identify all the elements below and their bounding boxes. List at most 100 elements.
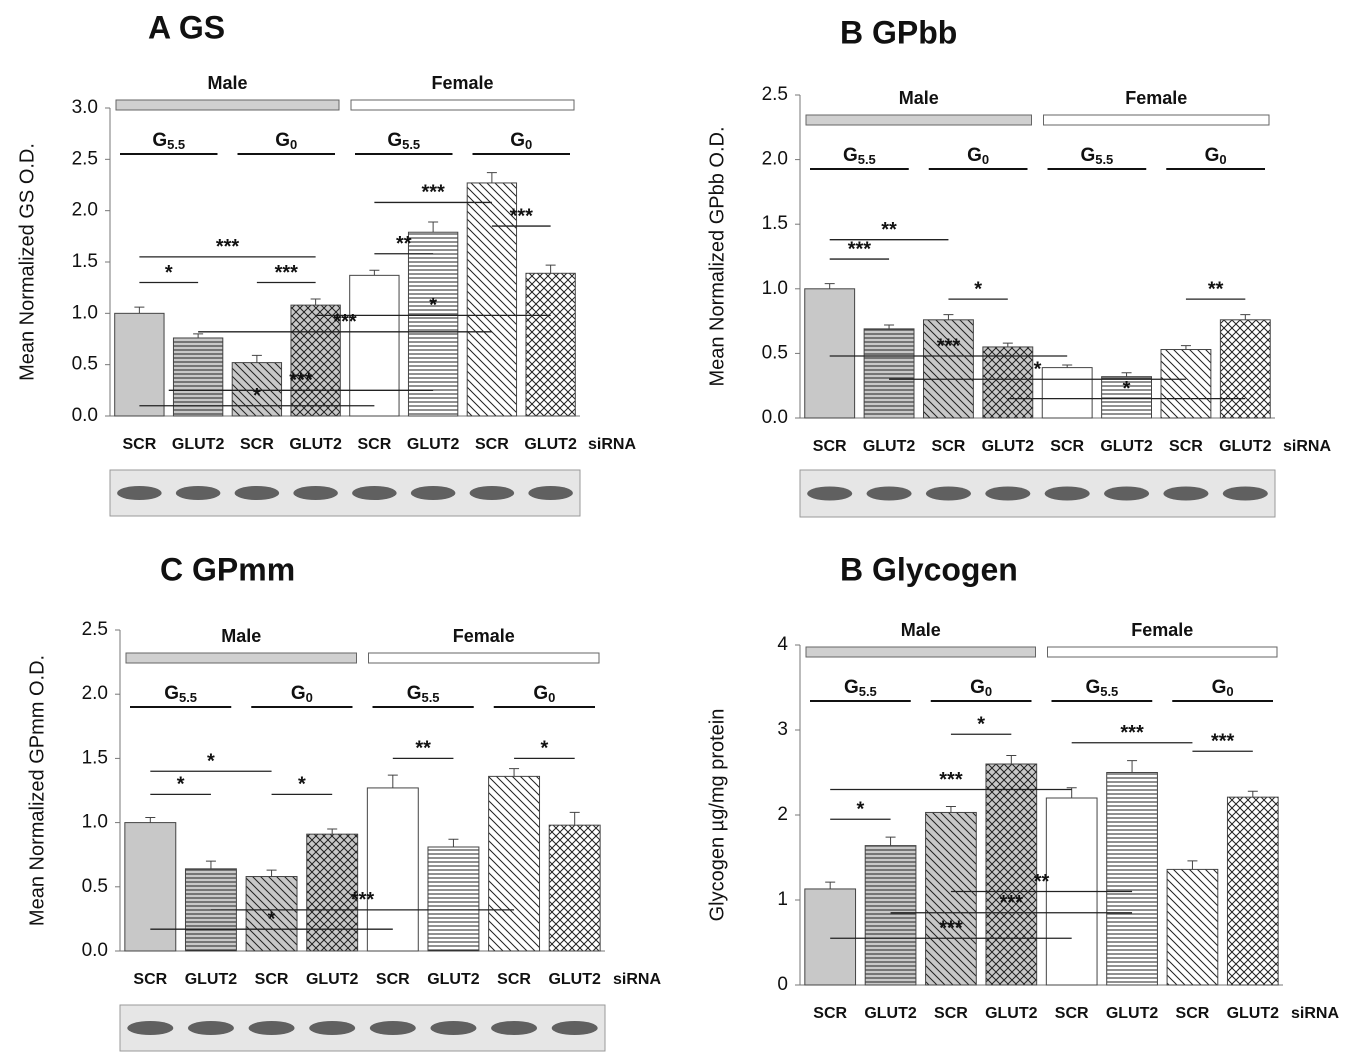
blot-band: [1163, 487, 1208, 501]
group-bar: [351, 100, 574, 110]
subgroup-label: G0: [291, 683, 313, 705]
x-tick-label: GLUT2: [985, 1005, 1038, 1022]
bar: [1227, 797, 1278, 985]
x-tick-label: SCR: [357, 436, 391, 453]
x-tick-label: GLUT2: [289, 436, 342, 453]
error-bar: [428, 222, 438, 232]
y-tick-label: 1.5: [762, 213, 788, 234]
x-tick-label: SCR: [240, 436, 274, 453]
subgroup-base: G: [533, 683, 548, 704]
y-tick-label: 1.5: [72, 251, 98, 272]
significance-label: *: [177, 774, 185, 796]
significance-label: **: [1034, 871, 1050, 893]
significance-label: ***: [1120, 722, 1144, 744]
y-tick-label: 2.5: [82, 619, 108, 640]
significance-label: ***: [939, 769, 963, 791]
y-tick-label: 0.0: [72, 405, 98, 426]
y-axis-label: Mean Normalized GPbb O.D.: [706, 126, 728, 386]
subgroup-base: G: [1205, 145, 1220, 166]
bar: [526, 273, 575, 416]
bar: [1220, 320, 1270, 418]
error-bar: [946, 807, 956, 813]
significance-label: ***: [333, 311, 357, 333]
subgroup-sub: 0: [985, 684, 992, 699]
group-bar: [1044, 115, 1270, 125]
error-bar: [145, 817, 155, 822]
group-bar: [116, 100, 339, 110]
significance-label: ***: [1000, 892, 1024, 914]
chart-panel: B GPbbMean Normalized GPbb O.D.0.00.51.0…: [706, 14, 1331, 517]
blot-band: [411, 486, 456, 500]
bar: [805, 289, 855, 418]
x-tick-label: GLUT2: [1106, 1005, 1159, 1022]
significance-label: *: [540, 738, 548, 760]
blot-band: [926, 487, 971, 501]
bar: [1042, 368, 1092, 418]
x-axis-label: siRNA: [588, 436, 636, 453]
significance-label: *: [977, 714, 985, 736]
subgroup-base: G: [291, 683, 306, 704]
subgroup-base: G: [152, 130, 167, 151]
error-bar: [884, 325, 894, 329]
x-tick-label: SCR: [1050, 438, 1084, 455]
bar: [865, 846, 916, 985]
x-tick-label: SCR: [1169, 438, 1203, 455]
error-bar: [546, 265, 556, 273]
error-bar: [509, 769, 519, 777]
blot-band: [309, 1021, 355, 1035]
significance-label: *: [1034, 359, 1042, 381]
significance-label: *: [298, 774, 306, 796]
error-bar: [886, 837, 896, 846]
chart-title: C GPmm: [160, 551, 295, 587]
subgroup-sub: 0: [1219, 152, 1226, 167]
blot-band: [352, 486, 397, 500]
subgroup-sub: 0: [306, 690, 313, 705]
subgroup-label: G5.5: [1080, 145, 1113, 167]
error-bar: [134, 307, 144, 313]
significance-label: **: [415, 738, 431, 760]
blot-band: [127, 1021, 173, 1035]
group-label: Male: [899, 88, 939, 108]
blot-band: [867, 487, 912, 501]
subgroup-sub: 5.5: [1095, 152, 1113, 167]
blot-band: [1045, 487, 1090, 501]
subgroup-base: G: [1085, 677, 1100, 698]
subgroup-label: G0: [970, 677, 992, 699]
blot-band: [528, 486, 573, 500]
bar: [983, 347, 1033, 418]
subgroup-label: G0: [533, 683, 555, 705]
subgroup-label: G0: [275, 130, 297, 152]
significance-label: ***: [421, 182, 445, 204]
subgroup-label: G0: [967, 145, 989, 167]
significance-label: **: [396, 233, 412, 255]
bar: [173, 338, 222, 416]
bar: [428, 847, 479, 951]
significance-label: *: [1123, 378, 1131, 400]
bar: [1107, 773, 1158, 986]
x-tick-label: GLUT2: [864, 1005, 917, 1022]
group-label: Female: [1125, 88, 1187, 108]
subgroup-label: G0: [1205, 145, 1227, 167]
significance-label: **: [1208, 278, 1224, 300]
error-bar: [327, 829, 337, 834]
x-tick-label: GLUT2: [982, 438, 1035, 455]
subgroup-base: G: [1080, 145, 1095, 166]
x-tick-label: GLUT2: [172, 436, 225, 453]
blot-band: [188, 1021, 234, 1035]
subgroup-base: G: [407, 683, 422, 704]
error-bar: [570, 812, 580, 825]
chart-title: B Glycogen: [840, 551, 1018, 587]
x-tick-label: GLUT2: [863, 438, 916, 455]
subgroup-base: G: [843, 145, 858, 166]
blot-band: [430, 1021, 476, 1035]
subgroup-base: G: [387, 130, 402, 151]
significance-label: ***: [848, 238, 872, 260]
error-bar: [206, 861, 216, 869]
x-tick-label: GLUT2: [185, 971, 238, 988]
y-axis-label: Mean Normalized GPmm O.D.: [26, 655, 48, 926]
subgroup-sub: 5.5: [1100, 684, 1118, 699]
significance-label: ***: [937, 335, 961, 357]
error-bar: [193, 334, 203, 338]
bar: [549, 825, 600, 951]
